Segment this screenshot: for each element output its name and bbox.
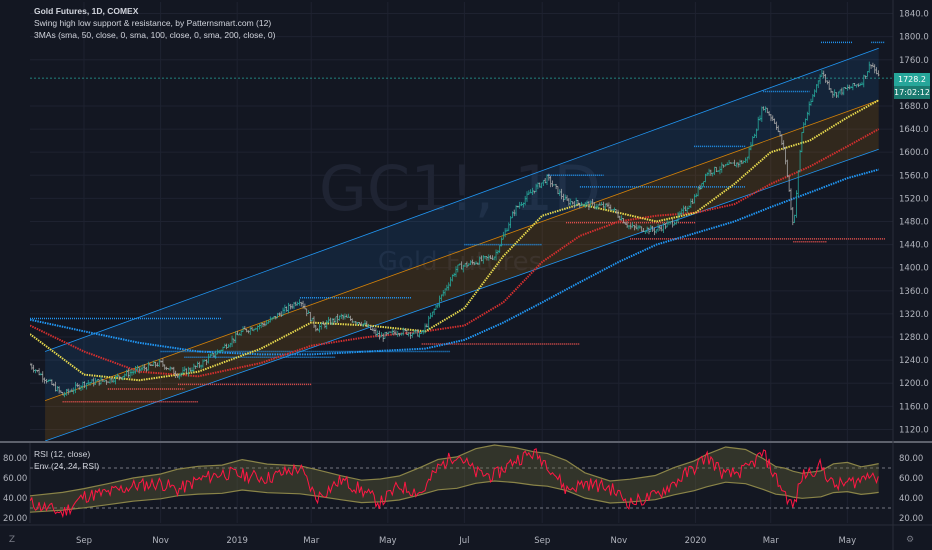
time-tick-label: Jul — [458, 536, 469, 546]
channel-mid-line — [44, 99, 879, 401]
price-tick-label: 1520.0 — [899, 194, 929, 204]
indicator-mas-label[interactable]: 3MAs (sma, 50, close, 0, sma, 100, close… — [34, 30, 276, 40]
price-tick-label: 1200.0 — [899, 379, 929, 389]
rsi-tick-label-right: 20.00 — [899, 514, 923, 524]
rsi-tick-label-left: 40.00 — [3, 494, 27, 504]
price-tick-label: 1360.0 — [899, 287, 929, 297]
rsi-tick-label-right: 40.00 — [899, 494, 923, 504]
time-tick-label: Nov — [152, 536, 169, 546]
grid — [30, 2, 893, 523]
rsi-tick-label-left: 80.00 — [3, 454, 27, 464]
rsi-tick-label-left: 60.00 — [3, 474, 27, 484]
time-tick-label: Nov — [611, 536, 628, 546]
rsi-legend: RSI (12, close) Env (24, 24, RSI) — [34, 448, 99, 472]
zoom-button[interactable]: Z — [8, 535, 16, 545]
price-tick-label: 1760.0 — [899, 56, 929, 66]
price-tick-label: 1600.0 — [899, 148, 929, 158]
channel-lower-line — [44, 148, 879, 441]
sma200-line — [30, 168, 879, 356]
price-tick-label: 1800.0 — [899, 33, 929, 43]
price-tick-label: 1320.0 — [899, 310, 929, 320]
time-tick-label: Mar — [303, 536, 320, 546]
sma50-line — [30, 99, 880, 382]
indicator-swing-label[interactable]: Swing high low support & resistance, by … — [34, 18, 272, 28]
watermark-name: Gold Futures — [378, 247, 542, 277]
time-tick-label: May — [379, 536, 397, 546]
settings-gear-icon[interactable]: ⚙ — [905, 535, 915, 545]
price-tick-label: 1480.0 — [899, 218, 929, 228]
rsi-line — [30, 448, 879, 519]
price-tick-label: 1440.0 — [899, 241, 929, 251]
time-tick-label: Mar — [763, 536, 780, 546]
env-band-fill — [30, 445, 879, 513]
chart-legend: Gold Futures, 1D, COMEX Swing high low s… — [34, 5, 275, 41]
price-tick-label: 1640.0 — [899, 125, 929, 135]
rsi-tick-label-left: 20.00 — [3, 514, 27, 524]
watermark-symbol: GC1!, 1D — [319, 152, 601, 225]
channel-upper-line — [44, 47, 879, 352]
rsi-pane — [30, 444, 893, 519]
rsi-indicator-label[interactable]: RSI (12, close) — [34, 449, 91, 459]
sma100-line — [30, 128, 880, 378]
price-tick-label: 1240.0 — [899, 356, 929, 366]
bar-countdown-tag: 17:02:12 — [894, 86, 930, 99]
time-tick-label: 2020 — [685, 536, 707, 546]
price-tick-label: 1280.0 — [899, 333, 929, 343]
time-tick-label: 2019 — [226, 536, 248, 546]
symbol-title[interactable]: Gold Futures, 1D, COMEX — [34, 6, 139, 16]
channel-upper-fill — [45, 48, 879, 401]
env-upper-line — [30, 444, 879, 497]
rsi-tick-label-right: 60.00 — [899, 474, 923, 484]
price-tick-label: 1840.0 — [899, 10, 929, 20]
price-tick-label: 1680.0 — [899, 102, 929, 112]
time-tick-label: Sep — [76, 536, 92, 546]
price-tick-label: 1160.0 — [899, 402, 929, 412]
price-tick-label: 1560.0 — [899, 171, 929, 181]
main-pane: GC1!, 1D Gold Futures — [30, 41, 885, 441]
env-lower-line — [30, 480, 879, 513]
channel-lower-fill — [45, 100, 879, 441]
price-tick-label: 1400.0 — [899, 264, 929, 274]
time-tick-label: May — [839, 536, 857, 546]
price-tick-label: 1120.0 — [899, 425, 929, 435]
price-bars — [30, 61, 880, 398]
rsi-tick-label-right: 80.00 — [899, 454, 923, 464]
env-indicator-label[interactable]: Env (24, 24, RSI) — [34, 461, 100, 471]
last-price-tag: 1728.2 — [894, 73, 930, 86]
time-tick-label: Sep — [534, 536, 550, 546]
